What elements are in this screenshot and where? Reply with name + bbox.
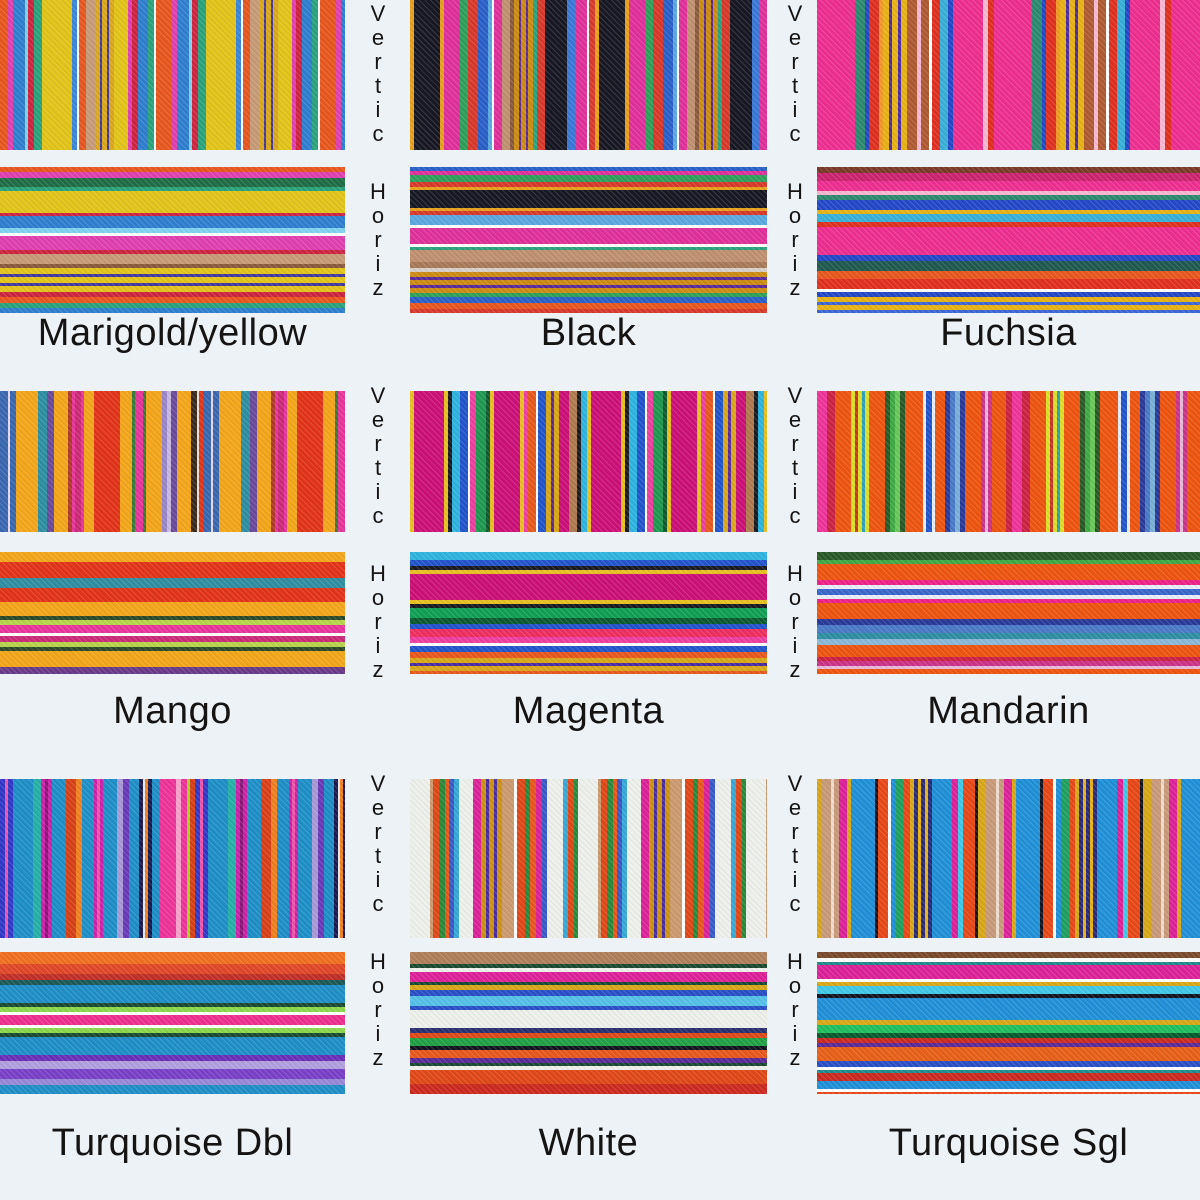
swatch-mandarin-vertical (817, 391, 1200, 532)
swatch-white-vertical (410, 779, 767, 938)
swatch-turquoise-sgl-vertical (817, 779, 1200, 938)
swatch-turquoise-dbl-horizontal (0, 952, 345, 1094)
swatch-name-fuchsia: Fuchsia (940, 312, 1077, 354)
swatch-name-turquoise-dbl: Turquoise Dbl (51, 1122, 294, 1164)
swatch-name-mandarin: Mandarin (927, 690, 1090, 732)
swatch-turquoise-dbl-vertical (0, 779, 345, 938)
swatch-turquoise-sgl-horizontal (817, 952, 1200, 1094)
swatch-white-horizontal (410, 952, 767, 1094)
swatch-name-mango: Mango (113, 690, 232, 732)
swatch-marigold-yellow-horizontal (0, 167, 345, 313)
swatch-black-vertical (410, 0, 767, 150)
swatch-mandarin-horizontal (817, 552, 1200, 674)
swatch-fuchsia-vertical (817, 0, 1200, 150)
swatch-name-black: Black (540, 312, 637, 354)
swatch-fuchsia-horizontal (817, 167, 1200, 313)
swatch-magenta-vertical (410, 391, 767, 532)
swatch-marigold-yellow-vertical (0, 0, 345, 150)
swatch-mango-vertical (0, 391, 345, 532)
swatch-name-magenta: Magenta (512, 690, 665, 732)
swatch-name-marigold-yellow: Marigold/yellow (37, 312, 308, 354)
swatch-mango-horizontal (0, 552, 345, 674)
swatch-name-turquoise-sgl: Turquoise Sgl (888, 1122, 1129, 1164)
swatch-magenta-horizontal (410, 552, 767, 674)
swatch-name-white: White (538, 1122, 639, 1164)
swatch-black-horizontal (410, 167, 767, 313)
